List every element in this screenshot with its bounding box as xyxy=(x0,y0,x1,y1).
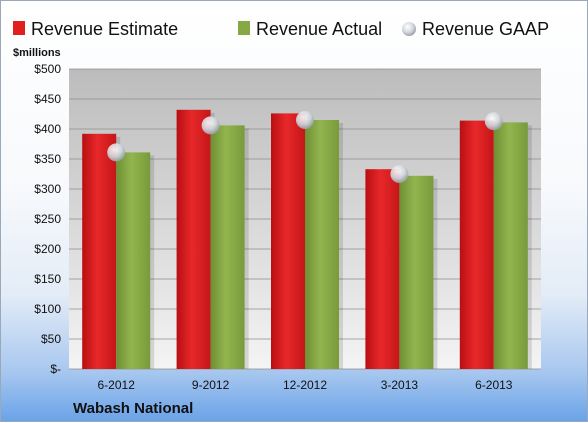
y-tick-label: $450 xyxy=(34,92,61,106)
x-tick-label: 9-2012 xyxy=(192,378,230,392)
marker-revenue-gaap xyxy=(484,112,503,131)
bar-revenue-estimate xyxy=(365,169,400,369)
bar-revenue-actual xyxy=(210,125,245,370)
bar-revenue-estimate xyxy=(82,133,117,369)
x-tick-label: 12-2012 xyxy=(283,378,327,392)
y-axis-ticks: $- $50 $100 $150 $200 $250 $300 $350 $400 $450 $50… xyxy=(34,62,61,376)
y-tick-label: $500 xyxy=(34,62,61,76)
legend-label-revenue-actual: Revenue Actual xyxy=(256,19,382,39)
legend: Revenue Estimate Revenue Actual Revenue … xyxy=(13,19,549,39)
y-tick-label: $50 xyxy=(41,332,61,346)
y-tick-label: $300 xyxy=(34,182,61,196)
marker-revenue-gaap xyxy=(296,111,314,129)
bar-revenue-estimate xyxy=(459,120,494,369)
bar-revenue-actual xyxy=(116,152,151,369)
y-tick-label: $250 xyxy=(34,212,61,226)
marker-revenue-gaap xyxy=(390,165,409,183)
marker-revenue-gaap xyxy=(201,116,220,135)
gaap-markers xyxy=(107,111,503,183)
y-tick-label: $- xyxy=(50,362,61,376)
y-tick-label: $350 xyxy=(34,152,61,166)
legend-label-revenue-gaap: Revenue GAAP xyxy=(422,19,549,39)
bar-revenue-actual xyxy=(399,175,434,369)
legend-label-revenue-estimate: Revenue Estimate xyxy=(31,19,178,39)
marker-revenue-gaap xyxy=(107,143,126,162)
bars xyxy=(82,109,532,370)
y-tick-label: $150 xyxy=(34,272,61,286)
x-tick-label: 3-2013 xyxy=(381,378,419,392)
y-tick-label: $100 xyxy=(34,302,61,316)
y-tick-label: $200 xyxy=(34,242,61,256)
legend-swatch-revenue-gaap xyxy=(402,22,416,36)
company-name: Wabash National xyxy=(73,400,193,417)
bar-revenue-actual xyxy=(305,120,339,369)
y-tick-label: $400 xyxy=(34,122,61,136)
bar-revenue-actual xyxy=(493,122,528,370)
x-axis-ticks: 6-2012 9-2012 12-2012 3-2013 6-2013 xyxy=(98,378,513,392)
x-tick-label: 6-2012 xyxy=(98,378,136,392)
bar-revenue-estimate xyxy=(271,113,305,370)
legend-swatch-revenue-estimate xyxy=(13,21,25,35)
bar-revenue-estimate xyxy=(176,109,211,370)
y-axis-unit-label: $millions xyxy=(13,47,61,59)
x-tick-label: 6-2013 xyxy=(475,378,513,392)
legend-swatch-revenue-actual xyxy=(238,21,250,35)
